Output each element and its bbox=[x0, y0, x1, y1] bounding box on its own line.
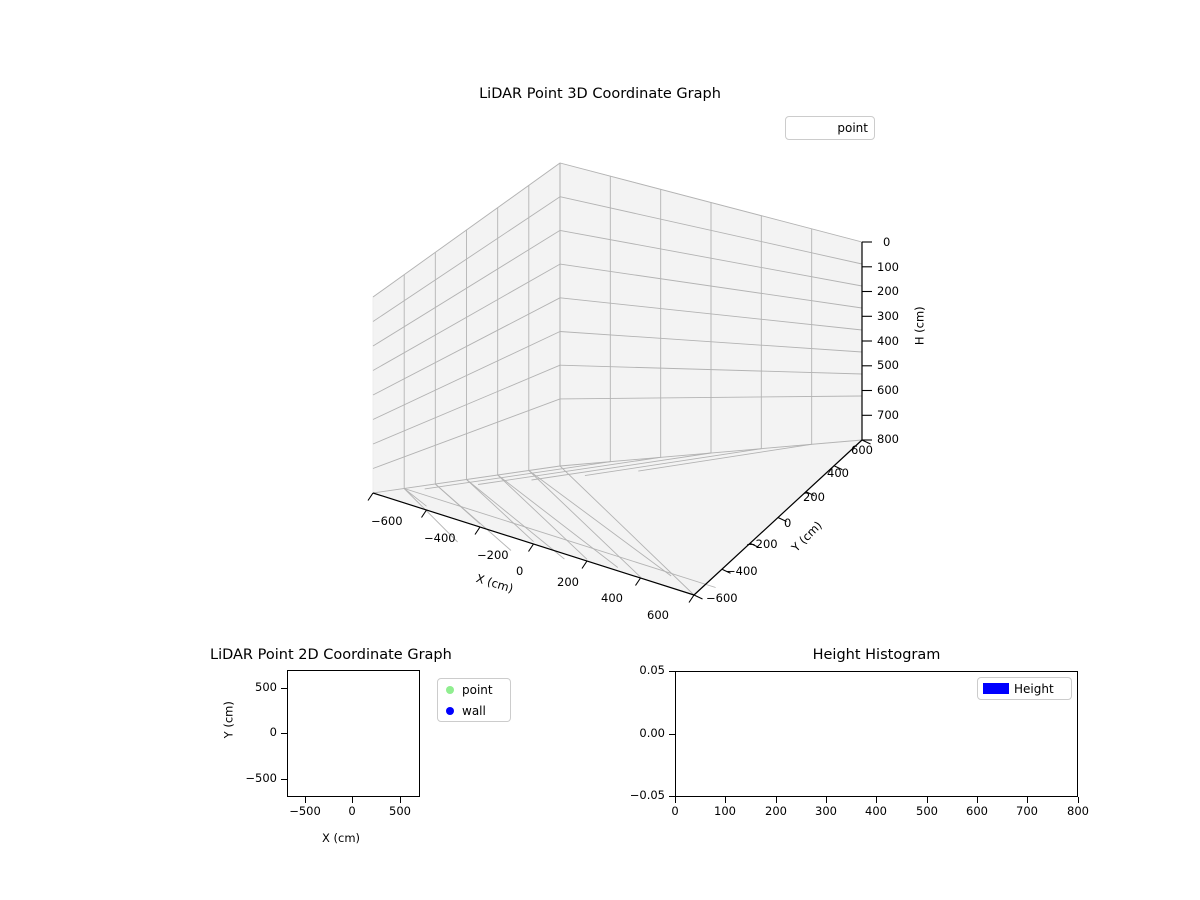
hist-x-tick-label-600: 600 bbox=[966, 804, 988, 818]
x-tick-label--400: −400 bbox=[424, 531, 456, 545]
z-tick-label-100: 100 bbox=[877, 260, 899, 274]
hist-x-tick-label-400: 400 bbox=[865, 804, 887, 818]
legend-2d[interactable]: point wall bbox=[437, 678, 511, 722]
hist-x-tick-mark-300 bbox=[826, 797, 828, 803]
hist-x-tick-mark-700 bbox=[1027, 797, 1029, 803]
hist-y-tick-label-0.05: 0.05 bbox=[639, 663, 665, 677]
x-tick-mark-0 bbox=[352, 797, 354, 803]
z-tick-label-700: 700 bbox=[877, 408, 899, 422]
x-tick-label--600: −600 bbox=[371, 514, 403, 528]
legend-2d-entry-wall: wall bbox=[438, 700, 510, 721]
y-tick-label--400: −400 bbox=[726, 564, 758, 578]
axes-3d[interactable] bbox=[330, 150, 890, 620]
grid-floor bbox=[403, 439, 863, 596]
y-tick-label-2d-0: 0 bbox=[269, 725, 277, 739]
hist-x-tick-label-700: 700 bbox=[1016, 804, 1038, 818]
x-ticks-3d bbox=[367, 492, 695, 603]
y-tick-label-2d--500: −500 bbox=[245, 771, 277, 785]
hist-x-tick-label-0: 0 bbox=[671, 804, 679, 818]
hist-y-tick-mark--0.05 bbox=[669, 796, 675, 798]
legend-histogram[interactable]: Height bbox=[977, 677, 1072, 700]
grid-floor-main bbox=[404, 488, 716, 588]
hist-x-tick-label-500: 500 bbox=[916, 804, 938, 818]
hist-x-tick-mark-400 bbox=[876, 797, 878, 803]
y-tick-label--600: −600 bbox=[706, 591, 738, 605]
hist-x-tick-mark-0 bbox=[675, 797, 677, 803]
y-tick-label-400: 400 bbox=[827, 466, 849, 480]
z-axis-label-3d: H (cm) bbox=[912, 306, 927, 346]
hist-x-tick-label-100: 100 bbox=[714, 804, 736, 818]
axes-2d[interactable] bbox=[287, 670, 420, 797]
z-tick-label-400: 400 bbox=[877, 334, 899, 348]
hist-x-tick-label-300: 300 bbox=[815, 804, 837, 818]
y-ticks-3d bbox=[693, 439, 871, 600]
legend-2d-entry-point: point bbox=[438, 679, 510, 700]
z-tick-label-500: 500 bbox=[877, 358, 899, 372]
legend-hist-entry-height: Height bbox=[978, 678, 1060, 699]
hist-y-tick-mark-0.00 bbox=[669, 734, 675, 736]
hist-y-tick-mark-0.05 bbox=[669, 671, 675, 673]
legend-3d[interactable]: point bbox=[785, 116, 875, 140]
x-tick-label-2d-500: 500 bbox=[389, 804, 411, 818]
x-tick-mark--500 bbox=[305, 797, 307, 803]
x-tick-label-400: 400 bbox=[601, 591, 623, 605]
wall-marker-icon bbox=[438, 706, 462, 715]
z-tick-label-600: 600 bbox=[877, 383, 899, 397]
hist-x-tick-label-800: 800 bbox=[1067, 804, 1089, 818]
y-tick-label-2d-500: 500 bbox=[255, 680, 277, 694]
x-tick-label--200: −200 bbox=[477, 548, 509, 562]
y-tick-label-0: 0 bbox=[784, 516, 792, 530]
y-tick-label-600: 600 bbox=[851, 443, 873, 457]
x-tick-label-600: 600 bbox=[647, 608, 669, 622]
hist-y-tick-label--0.05: −0.05 bbox=[629, 788, 665, 802]
x-tick-label-2d-0: 0 bbox=[348, 804, 356, 818]
y-axis-label-2d: Y (cm) bbox=[221, 701, 236, 739]
height-patch-icon bbox=[978, 683, 1014, 694]
hist-x-tick-mark-100 bbox=[725, 797, 727, 803]
x-axis-label-2d: X (cm) bbox=[322, 831, 361, 845]
blue-patch-icon bbox=[983, 683, 1009, 694]
x-tick-label-0: 0 bbox=[516, 564, 524, 578]
legend-3d-entry-point: point bbox=[786, 117, 874, 139]
green-dot-icon bbox=[446, 685, 454, 694]
z-tick-label-200: 200 bbox=[877, 284, 899, 298]
legend-hist-label-height: Height bbox=[1014, 681, 1054, 696]
y-tick-label-200: 200 bbox=[803, 490, 825, 504]
y-tick-mark-0 bbox=[281, 733, 287, 735]
hist-x-tick-label-200: 200 bbox=[765, 804, 787, 818]
y-tick-label--200: −200 bbox=[746, 537, 778, 551]
x-tick-label-200: 200 bbox=[557, 575, 579, 589]
legend-2d-label-point: point bbox=[462, 682, 493, 697]
z-tick-label-0: 0 bbox=[883, 235, 891, 249]
x-tick-label-2d--500: −500 bbox=[289, 804, 321, 818]
panel-2d-title: LiDAR Point 2D Coordinate Graph bbox=[210, 647, 452, 663]
hist-x-tick-mark-200 bbox=[776, 797, 778, 803]
hist-y-tick-label-0.00: 0.00 bbox=[639, 726, 665, 740]
hist-x-tick-mark-600 bbox=[977, 797, 979, 803]
y-tick-mark--500 bbox=[281, 779, 287, 781]
x-tick-mark-500 bbox=[400, 797, 402, 803]
z-tick-label-300: 300 bbox=[877, 309, 899, 323]
panel-hist-title: Height Histogram bbox=[812, 647, 941, 663]
hist-x-tick-mark-800 bbox=[1078, 797, 1080, 803]
hist-x-tick-mark-500 bbox=[927, 797, 929, 803]
y-tick-mark-500 bbox=[281, 688, 287, 690]
z-ticks-3d bbox=[862, 241, 872, 441]
blue-dot-icon bbox=[446, 706, 454, 715]
point-marker-icon bbox=[438, 685, 462, 694]
z-tick-label-800: 800 bbox=[877, 432, 899, 446]
legend-2d-label-wall: wall bbox=[462, 703, 486, 718]
panel-3d-title: LiDAR Point 3D Coordinate Graph bbox=[479, 86, 721, 102]
legend-3d-label-point: point bbox=[837, 121, 868, 135]
